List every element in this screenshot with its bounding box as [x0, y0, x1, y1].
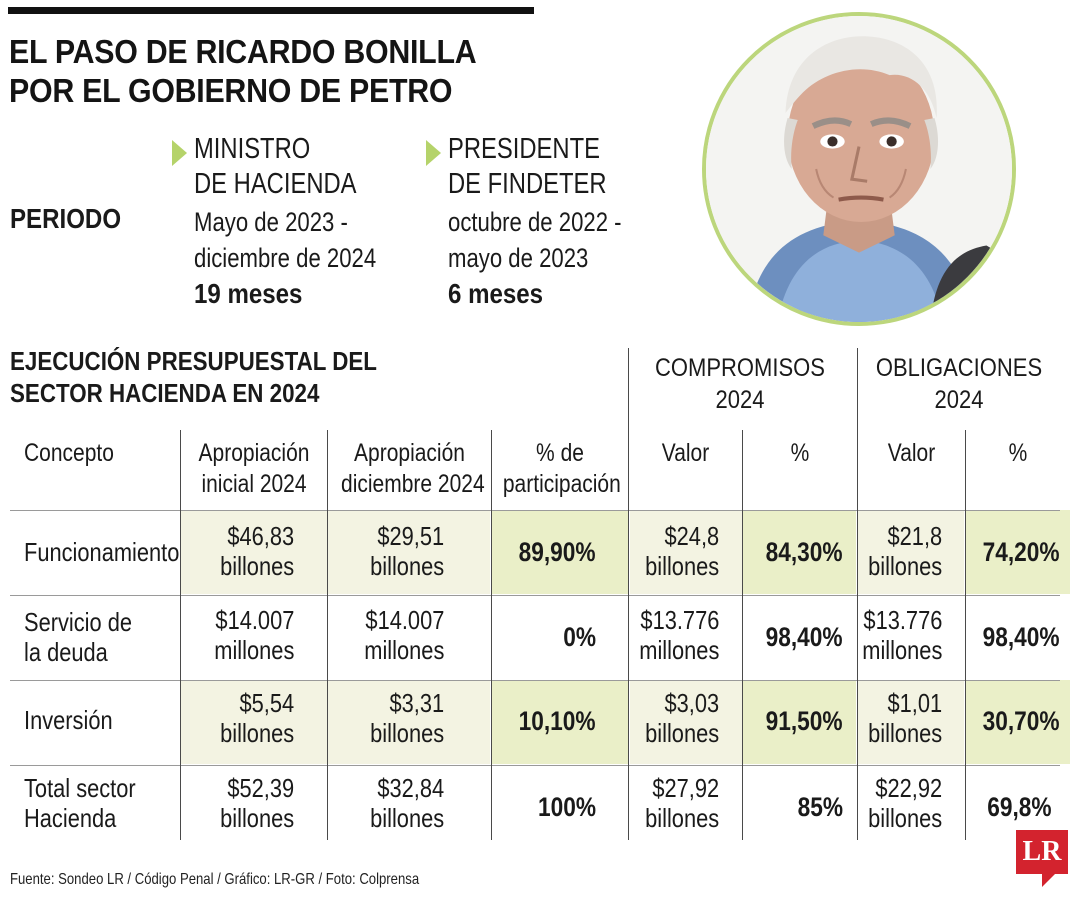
column-header-obligaciones-valor: Valor [887, 439, 936, 467]
column-divider [742, 430, 743, 840]
cell-apropiacion-inicial: $14.007 millones [213, 605, 294, 665]
role-dates: octubre de 2022 - mayo de 2023 [448, 207, 622, 273]
row-concept: Total sector Hacienda [24, 773, 136, 833]
cell-apropiacion-diciembre: $32,84 billones [369, 773, 444, 833]
cell-compromisos-valor: $3,03 billones [644, 688, 719, 748]
row-highlight [743, 510, 856, 594]
column-header-obligaciones-pct: % [1008, 439, 1028, 467]
page-title: EL PASO DE RICARDO BONILLA POR EL GOBIER… [9, 32, 524, 110]
row-concept: Funcionamiento [24, 537, 180, 567]
row-divider [10, 595, 1060, 596]
logo-tail [1042, 874, 1055, 887]
bullet-arrow-icon [426, 140, 441, 166]
logo-text: LR [1022, 836, 1062, 867]
role-title: PRESIDENTE DE FINDETER [448, 133, 607, 200]
role-duration: 6 meses [448, 278, 544, 309]
cell-obligaciones-valor: $21,8 billones [867, 521, 942, 581]
portrait-photo [702, 12, 1016, 326]
cell-compromisos-valor: $24,8 billones [644, 521, 719, 581]
cell-obligaciones-pct: 74,20% [983, 537, 1060, 567]
cell-participacion: 89,90% [519, 537, 596, 567]
title-line-1: EL PASO DE RICARDO BONILLA [9, 33, 477, 70]
cell-compromisos-valor: $13.776 millones [638, 605, 719, 665]
role-duration: 19 meses [194, 278, 303, 309]
cell-compromisos-pct: 91,50% [766, 706, 843, 736]
cell-apropiacion-diciembre: $3,31 billones [369, 688, 444, 748]
cell-compromisos-valor: $27,92 billones [644, 773, 719, 833]
cell-apropiacion-inicial: $52,39 billones [219, 773, 294, 833]
logo-box [1016, 830, 1068, 874]
row-highlight [630, 680, 742, 764]
row-divider [10, 510, 1060, 511]
column-header-participacion: % de participación [502, 439, 621, 498]
cell-apropiacion-inicial: $5,54 billones [219, 688, 294, 748]
role-title: MINISTRO DE HACIENDA [194, 133, 357, 200]
periodo-label: PERIODO [10, 203, 122, 234]
title-line-2: POR EL GOBIERNO DE PETRO [9, 72, 453, 109]
cell-participacion: 100% [537, 792, 596, 822]
row-highlight [966, 680, 1070, 764]
row-highlight [630, 510, 742, 594]
column-divider [857, 348, 858, 840]
column-divider [628, 348, 629, 840]
cell-compromisos-pct: 98,40% [766, 622, 843, 652]
column-header-compromisos-valor: Valor [661, 439, 710, 467]
row-divider [10, 680, 1060, 681]
column-header-apropiacion-diciembre: Apropiación diciembre 2024 [341, 439, 485, 498]
top-rule [8, 7, 534, 14]
row-concept: Inversión [24, 705, 113, 735]
cell-participacion: 0% [563, 622, 596, 652]
column-header-apropiacion-inicial: Apropiación inicial 2024 [198, 439, 310, 498]
cell-obligaciones-pct: 98,40% [983, 622, 1060, 652]
portrait-illustration [706, 16, 1012, 322]
row-concept: Servicio de la deuda [24, 607, 133, 667]
cell-obligaciones-pct: 69,8% [987, 792, 1052, 822]
row-highlight [492, 680, 628, 764]
table-title: EJECUCIÓN PRESUPUESTAL DEL SECTOR HACIEN… [10, 346, 377, 408]
row-highlight [743, 680, 856, 764]
cell-obligaciones-valor: $22,92 billones [867, 773, 942, 833]
group-header-compromisos: COMPROMISOS 2024 [655, 354, 825, 414]
cell-compromisos-pct: 85% [797, 792, 843, 822]
row-highlight [180, 680, 490, 764]
column-divider [965, 430, 966, 840]
row-highlight [180, 510, 490, 594]
column-header-compromisos-pct: % [790, 439, 810, 467]
group-header-obligaciones: OBLIGACIONES 2024 [875, 354, 1043, 414]
row-highlight [966, 510, 1070, 594]
column-divider [327, 430, 328, 840]
row-highlight [858, 680, 964, 764]
role-dates: Mayo de 2023 - diciembre de 2024 [194, 207, 377, 273]
cell-apropiacion-diciembre: $29,51 billones [369, 521, 444, 581]
cell-obligaciones-valor: $1,01 billones [867, 688, 942, 748]
column-header-concepto: Concepto [24, 439, 114, 467]
row-divider [10, 765, 1060, 766]
cell-apropiacion-diciembre: $14.007 millones [363, 605, 444, 665]
bullet-arrow-icon [172, 140, 187, 166]
column-divider [491, 430, 492, 840]
row-highlight [858, 510, 964, 594]
cell-obligaciones-valor: $13.776 millones [861, 605, 942, 665]
source-credit: Fuente: Sondeo LR / Código Penal / Gráfi… [10, 871, 420, 888]
cell-participacion: 10,10% [519, 706, 596, 736]
column-divider [180, 430, 181, 840]
cell-compromisos-pct: 84,30% [766, 537, 843, 567]
row-highlight [492, 510, 628, 594]
cell-apropiacion-inicial: $46,83 billones [219, 521, 294, 581]
cell-obligaciones-pct: 30,70% [983, 706, 1060, 736]
lr-logo: LR [1016, 830, 1068, 887]
